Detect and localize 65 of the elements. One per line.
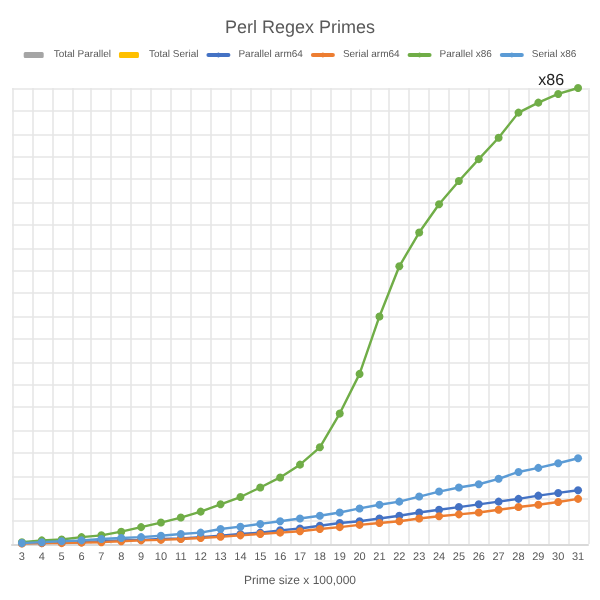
point [514,503,523,512]
point [435,200,444,209]
point [474,155,483,164]
point [276,473,285,482]
point [534,491,543,500]
point [494,497,503,506]
point [256,519,265,528]
point [355,369,364,378]
point [435,512,444,521]
point [216,500,225,509]
point [395,497,404,506]
point [315,443,324,452]
point [454,483,463,492]
point [514,108,523,117]
point [355,504,364,513]
point [554,459,563,468]
chart-title: Perl Regex Primes [224,17,377,37]
point [296,514,304,523]
point [375,312,384,321]
point [335,409,344,418]
point [236,493,245,502]
point [534,98,543,107]
point [514,494,523,503]
point [554,488,563,497]
point [375,500,384,509]
point [296,460,304,469]
point [156,518,165,527]
point [554,498,563,507]
point [494,474,503,483]
point [574,454,583,463]
point [494,505,503,514]
point [474,480,483,489]
point [415,492,424,501]
point [474,500,483,509]
point [137,523,146,532]
point [454,503,463,512]
point [176,513,185,522]
point [276,517,285,526]
point [335,523,344,532]
point [494,133,503,142]
point [574,494,583,503]
point [315,511,324,520]
point [256,483,265,492]
point [415,228,424,237]
point [395,517,404,526]
point [574,486,583,495]
point [474,508,483,517]
point [196,528,205,537]
point [216,524,225,533]
point [236,522,245,531]
point [375,519,384,528]
point [574,84,583,92]
point [196,507,205,516]
point [534,463,543,472]
point [435,487,444,496]
point [534,500,543,509]
point [554,89,563,98]
annotation: x86 [538,71,566,89]
point [454,177,463,186]
point [395,262,404,271]
point [514,467,523,476]
point [335,508,344,517]
point [176,529,185,538]
point [415,514,424,523]
point [454,510,463,519]
